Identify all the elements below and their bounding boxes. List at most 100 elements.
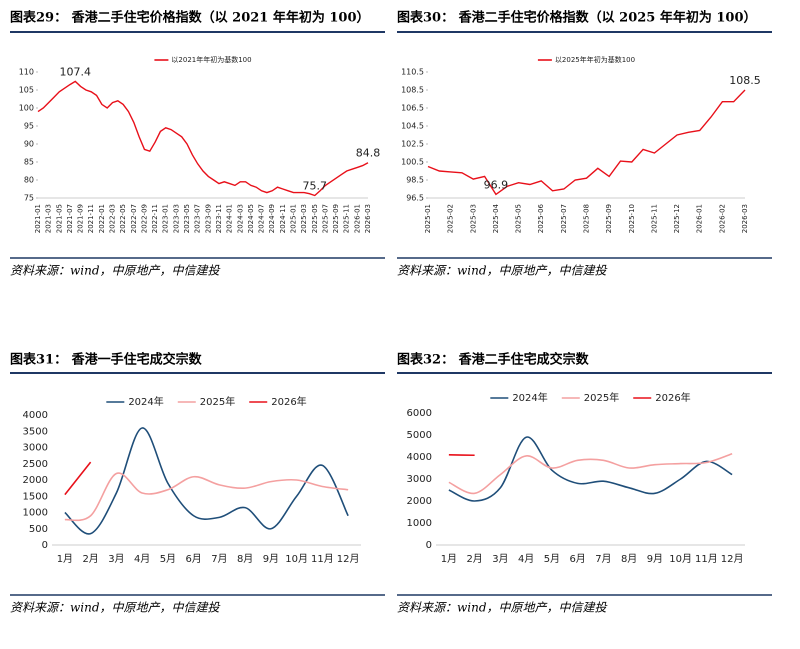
legend-item: 2024年 (490, 391, 548, 404)
y-tick-label: 95 (24, 122, 34, 131)
chart-title: 图表31： 香港一手住宅成交宗数 (10, 352, 203, 368)
y-tick-label: 96.5 (406, 194, 424, 203)
x-tick-label: 9月 (647, 553, 663, 565)
y-tick-label: 90 (24, 140, 34, 149)
x-tick-label: 2025-03 (300, 204, 308, 233)
x-tick-label: 2026-01 (353, 204, 361, 233)
source-note: 资料来源：wind，中原地产，中信建投 (10, 264, 221, 278)
chart-title: 图表30： 香港二手住宅价格指数（以 2025 年年初为 100） (397, 10, 757, 26)
x-tick-label: 2023-09 (204, 204, 212, 233)
data-label: 108.5 (729, 74, 761, 87)
y-tick-label: 110 (19, 68, 34, 77)
x-tick-label: 2025-07 (321, 204, 329, 233)
y-tick-label: 5000 (407, 430, 432, 441)
x-tick-label: 2025-11 (650, 204, 658, 233)
x-tick-label: 2023-03 (172, 204, 180, 233)
y-tick-label: 0 (426, 540, 432, 551)
x-tick-label: 2023-07 (194, 204, 202, 233)
series-line (448, 436, 733, 502)
y-tick-label: 108.5 (401, 86, 424, 95)
x-tick-label: 2025-03 (469, 204, 477, 233)
x-tick-label: 2022-05 (119, 204, 127, 233)
x-tick-label: 2026-01 (696, 204, 704, 233)
legend-label: 以2025年年初为基数100 (555, 55, 635, 64)
legend-item: 2024年 (106, 395, 164, 408)
legend-item: 2025年 (561, 391, 619, 404)
x-tick-label: 8月 (237, 553, 253, 565)
x-tick-label: 2021-05 (55, 204, 63, 233)
x-tick-label: 2024-03 (236, 204, 244, 233)
y-tick-label: 105 (19, 86, 34, 95)
series-line (427, 89, 746, 196)
y-tick-label: 3000 (407, 474, 432, 485)
x-tick-label: 2025-10 (628, 204, 636, 233)
x-tick-label: 2月 (466, 553, 482, 565)
y-tick-label: 3500 (23, 426, 48, 437)
x-tick-label: 2022-07 (130, 204, 138, 233)
x-tick-label: 2022-11 (151, 204, 159, 233)
legend-label: 2026年 (655, 391, 690, 404)
y-tick-label: 100 (19, 104, 34, 113)
x-tick-label: 2025-01 (424, 204, 432, 233)
y-tick-label: 4000 (407, 452, 432, 463)
x-tick-label: 2025-08 (583, 204, 591, 233)
x-tick-label: 2024-11 (279, 204, 287, 233)
y-tick-label: 1500 (23, 491, 48, 502)
source-note: 资料来源：wind，中原地产，中信建投 (10, 601, 221, 615)
y-tick-label: 85 (24, 158, 34, 167)
x-tick-label: 2024-09 (268, 204, 276, 233)
x-tick-label: 4月 (518, 553, 534, 565)
data-label: 84.8 (356, 147, 381, 160)
x-tick-label: 1月 (441, 553, 457, 565)
x-tick-label: 12月 (337, 553, 360, 565)
x-tick-label: 3月 (108, 553, 124, 565)
x-tick-label: 12月 (721, 553, 744, 565)
x-tick-label: 8月 (621, 553, 637, 565)
y-tick-label: 98.5 (406, 176, 424, 185)
source-note: 资料来源：wind，中原地产，中信建投 (397, 601, 608, 615)
x-tick-label: 2023-05 (183, 204, 191, 233)
x-tick-label: 6月 (185, 553, 201, 565)
legend-item: 2026年 (249, 395, 307, 408)
series-line (448, 452, 733, 495)
x-tick-label: 2022-09 (140, 204, 148, 233)
x-tick-label: 2025-05 (311, 204, 319, 233)
x-tick-label: 4月 (134, 553, 150, 565)
legend-label: 2024年 (512, 391, 547, 404)
y-tick-label: 500 (29, 524, 48, 535)
legend-item: 以2025年年初为基数100 (537, 55, 635, 64)
y-tick-label: 106.5 (401, 104, 424, 113)
legend-label: 以2021年年初为基数100 (171, 55, 251, 64)
y-tick-label: 0 (42, 540, 48, 551)
legend-item: 以2021年年初为基数100 (154, 55, 252, 64)
x-tick-label: 2021-09 (77, 204, 85, 233)
x-tick-label: 2026-03 (741, 204, 749, 233)
x-tick-label: 2022-01 (98, 204, 106, 233)
x-tick-label: 2025-05 (515, 204, 523, 233)
y-tick-label: 80 (24, 176, 34, 185)
series-line (64, 427, 349, 535)
x-tick-label: 2025-12 (673, 204, 681, 233)
x-tick-label: 2025-09 (332, 204, 340, 233)
x-tick-label: 2024-01 (226, 204, 234, 233)
x-tick-label: 11月 (695, 553, 718, 565)
x-tick-label: 2025-07 (560, 204, 568, 233)
y-tick-label: 1000 (407, 518, 432, 529)
legend-item: 2026年 (633, 391, 691, 404)
legend-label: 2026年 (271, 395, 306, 408)
legend-label: 2025年 (584, 391, 619, 404)
x-tick-label: 2026-03 (364, 204, 372, 233)
x-tick-label: 2021-11 (87, 204, 95, 233)
x-tick-label: 9月 (263, 553, 279, 565)
x-tick-label: 2024-07 (258, 204, 266, 233)
chart-title: 图表29： 香港二手住宅价格指数（以 2021 年年初为 100） (10, 10, 370, 26)
y-tick-label: 4000 (23, 410, 48, 421)
x-tick-label: 7月 (595, 553, 611, 565)
data-label: 75.7 (303, 179, 328, 192)
x-tick-label: 2026-02 (718, 204, 726, 233)
x-tick-label: 2025-04 (492, 203, 500, 233)
x-tick-label: 2023-01 (162, 204, 170, 233)
y-tick-label: 110.5 (401, 68, 424, 77)
